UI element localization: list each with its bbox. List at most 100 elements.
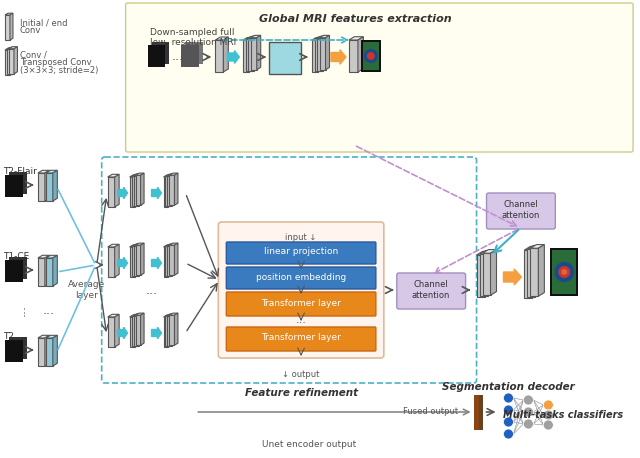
- Polygon shape: [215, 40, 223, 72]
- FancyArrow shape: [227, 50, 239, 63]
- Text: Channel
attention: Channel attention: [501, 200, 540, 220]
- Polygon shape: [10, 13, 13, 40]
- Polygon shape: [312, 40, 318, 72]
- FancyArrow shape: [118, 187, 127, 199]
- Polygon shape: [477, 255, 484, 297]
- Text: ...: ...: [43, 304, 55, 316]
- Bar: [186, 42, 204, 64]
- Polygon shape: [168, 175, 172, 207]
- Polygon shape: [168, 315, 172, 347]
- Polygon shape: [163, 177, 168, 207]
- Polygon shape: [166, 174, 174, 176]
- Polygon shape: [170, 314, 174, 346]
- Polygon shape: [312, 38, 322, 40]
- Text: linear projection: linear projection: [264, 247, 338, 256]
- Text: Global MRI features extraction: Global MRI features extraction: [259, 14, 452, 24]
- Circle shape: [543, 400, 554, 410]
- Polygon shape: [175, 243, 178, 275]
- Polygon shape: [252, 37, 256, 71]
- Bar: [9, 172, 27, 194]
- Polygon shape: [243, 40, 249, 72]
- Circle shape: [543, 420, 554, 430]
- Polygon shape: [136, 173, 144, 175]
- FancyBboxPatch shape: [227, 242, 376, 264]
- Circle shape: [554, 262, 574, 282]
- Polygon shape: [163, 317, 168, 347]
- Text: ↓ output: ↓ output: [282, 370, 320, 379]
- Bar: [550, 248, 579, 296]
- Polygon shape: [130, 247, 134, 277]
- Text: Unet encoder output: Unet encoder output: [262, 440, 356, 449]
- Polygon shape: [484, 251, 490, 297]
- Text: Feature refinement: Feature refinement: [244, 388, 358, 398]
- Polygon shape: [134, 316, 139, 346]
- Circle shape: [524, 419, 533, 429]
- Circle shape: [524, 407, 533, 417]
- Bar: [9, 257, 27, 279]
- Polygon shape: [108, 174, 119, 177]
- Text: Transformer layer: Transformer layer: [261, 333, 341, 343]
- Polygon shape: [163, 175, 172, 177]
- FancyBboxPatch shape: [218, 222, 384, 358]
- Circle shape: [504, 393, 513, 403]
- Polygon shape: [132, 244, 140, 246]
- Polygon shape: [7, 49, 12, 74]
- Polygon shape: [318, 38, 322, 72]
- FancyArrow shape: [118, 257, 127, 268]
- Polygon shape: [132, 316, 136, 346]
- Bar: [9, 337, 27, 359]
- Polygon shape: [170, 173, 178, 175]
- Polygon shape: [248, 36, 258, 38]
- Polygon shape: [168, 174, 176, 176]
- Polygon shape: [479, 251, 493, 254]
- Text: ...: ...: [145, 284, 157, 296]
- Polygon shape: [141, 173, 144, 205]
- Text: Segmentation decoder: Segmentation decoder: [442, 382, 575, 392]
- Polygon shape: [134, 315, 138, 347]
- Polygon shape: [134, 246, 139, 276]
- Polygon shape: [132, 176, 136, 207]
- Polygon shape: [141, 243, 144, 275]
- Polygon shape: [163, 245, 172, 247]
- Polygon shape: [130, 317, 134, 347]
- Text: Channel
attention: Channel attention: [412, 280, 450, 300]
- Polygon shape: [115, 314, 119, 347]
- Polygon shape: [538, 245, 545, 296]
- Text: (3×3×3; stride=2): (3×3×3; stride=2): [20, 66, 99, 75]
- Polygon shape: [108, 244, 119, 247]
- Polygon shape: [223, 37, 228, 72]
- Polygon shape: [257, 35, 260, 70]
- Text: T2: T2: [3, 332, 14, 341]
- Polygon shape: [248, 38, 254, 71]
- Polygon shape: [53, 255, 58, 286]
- Polygon shape: [254, 36, 258, 71]
- Polygon shape: [349, 37, 364, 40]
- Text: T2-Flair: T2-Flair: [3, 167, 37, 176]
- Circle shape: [504, 417, 513, 427]
- FancyArrow shape: [504, 269, 522, 285]
- Polygon shape: [38, 335, 49, 338]
- Polygon shape: [168, 244, 176, 246]
- FancyBboxPatch shape: [227, 267, 376, 289]
- Bar: [182, 45, 200, 67]
- Polygon shape: [168, 246, 172, 276]
- Polygon shape: [139, 314, 142, 346]
- Text: T1-CE: T1-CE: [3, 252, 29, 261]
- Polygon shape: [38, 173, 45, 201]
- Polygon shape: [45, 255, 49, 286]
- Text: input ↓: input ↓: [285, 233, 317, 242]
- Text: ...: ...: [172, 50, 184, 64]
- Text: Conv: Conv: [20, 26, 42, 35]
- Polygon shape: [317, 38, 323, 71]
- Circle shape: [504, 429, 513, 439]
- Polygon shape: [170, 175, 175, 205]
- FancyBboxPatch shape: [227, 292, 376, 316]
- Polygon shape: [115, 244, 119, 277]
- Circle shape: [561, 269, 567, 275]
- Polygon shape: [249, 38, 253, 72]
- Polygon shape: [536, 245, 541, 297]
- Polygon shape: [349, 40, 358, 72]
- Polygon shape: [5, 48, 13, 50]
- Polygon shape: [7, 47, 15, 49]
- Polygon shape: [251, 35, 260, 38]
